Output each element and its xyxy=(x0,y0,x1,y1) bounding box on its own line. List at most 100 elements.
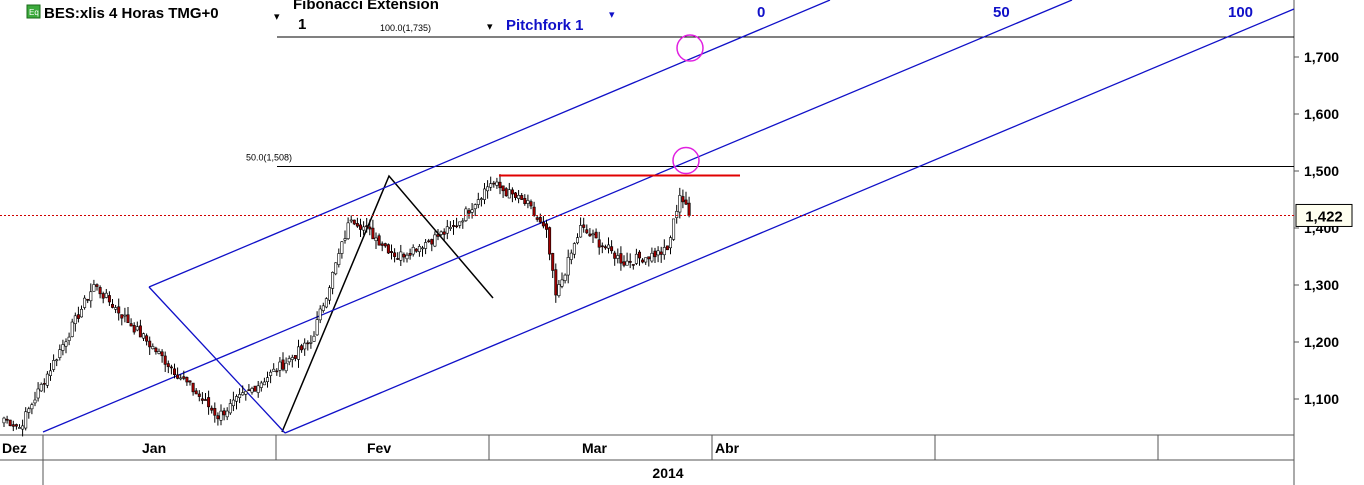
candle-body[interactable] xyxy=(473,204,477,210)
candle-body[interactable] xyxy=(517,195,521,199)
candle-body[interactable] xyxy=(557,284,561,296)
candle-body[interactable] xyxy=(123,314,127,317)
candle-body[interactable] xyxy=(625,260,629,266)
candle-body[interactable] xyxy=(324,298,328,308)
candle-body[interactable] xyxy=(575,237,579,244)
candle-body[interactable] xyxy=(650,252,654,262)
candle-body[interactable] xyxy=(262,381,266,386)
candle-body[interactable] xyxy=(8,419,12,427)
candle-body[interactable] xyxy=(222,410,226,416)
candle-body[interactable] xyxy=(169,366,173,369)
candle-body[interactable] xyxy=(386,244,390,254)
candle-body[interactable] xyxy=(135,326,139,331)
candle-body[interactable] xyxy=(383,243,387,247)
pitchfork-tool-name[interactable]: Pitchfork 1 xyxy=(506,17,584,34)
candle-body[interactable] xyxy=(399,251,403,261)
candle-body[interactable] xyxy=(678,195,682,213)
candle-body[interactable] xyxy=(610,246,614,252)
candle-body[interactable] xyxy=(210,407,214,411)
candle-body[interactable] xyxy=(244,391,248,395)
candle-body[interactable] xyxy=(606,244,610,249)
pitchfork-dropdown-icon[interactable]: ▾ xyxy=(609,9,615,21)
candle-body[interactable] xyxy=(303,342,307,350)
candle-body[interactable] xyxy=(238,394,242,398)
candle-body[interactable] xyxy=(281,359,285,370)
candle-body[interactable] xyxy=(76,314,80,319)
candle-body[interactable] xyxy=(526,200,530,204)
candle-body[interactable] xyxy=(455,225,459,228)
candle-body[interactable] xyxy=(191,382,195,393)
candle-body[interactable] xyxy=(107,295,111,303)
candle-body[interactable] xyxy=(207,397,211,408)
candle-body[interactable] xyxy=(467,210,471,214)
candle-body[interactable] xyxy=(634,253,638,264)
candle-body[interactable] xyxy=(582,224,586,228)
candle-body[interactable] xyxy=(461,220,465,223)
candle-body[interactable] xyxy=(163,355,167,365)
candle-body[interactable] xyxy=(241,392,245,396)
pitchfork-median-line[interactable] xyxy=(42,0,1073,433)
candle-body[interactable] xyxy=(476,199,480,205)
candle-body[interactable] xyxy=(433,234,437,247)
candle-body[interactable] xyxy=(284,362,288,372)
candle-body[interactable] xyxy=(231,399,235,407)
candle-body[interactable] xyxy=(269,371,273,376)
candle-body[interactable] xyxy=(200,398,204,401)
candle-body[interactable] xyxy=(126,314,130,323)
candle-body[interactable] xyxy=(61,344,65,351)
candle-body[interactable] xyxy=(111,303,115,308)
candle-body[interactable] xyxy=(396,258,400,260)
candle-body[interactable] xyxy=(253,385,257,392)
candle-body[interactable] xyxy=(405,254,409,260)
candle-body[interactable] xyxy=(420,247,424,250)
candle-body[interactable] xyxy=(306,342,310,345)
candle-body[interactable] xyxy=(675,211,679,218)
candle-body[interactable] xyxy=(235,396,239,402)
candle-body[interactable] xyxy=(129,323,133,327)
candle-body[interactable] xyxy=(250,388,254,393)
candle-body[interactable] xyxy=(225,410,229,418)
candle-body[interactable] xyxy=(492,182,496,185)
andrews-pitchfork[interactable]: 0 50 100 xyxy=(42,0,1295,434)
candle-body[interactable] xyxy=(560,279,564,287)
candle-body[interactable] xyxy=(510,189,514,195)
candle-body[interactable] xyxy=(684,199,688,205)
candle-body[interactable] xyxy=(520,195,524,200)
candle-body[interactable] xyxy=(296,346,300,360)
candle-body[interactable] xyxy=(278,361,282,371)
candle-body[interactable] xyxy=(315,319,319,336)
candle-body[interactable] xyxy=(132,325,136,333)
candle-body[interactable] xyxy=(585,229,589,234)
candle-body[interactable] xyxy=(331,272,335,289)
candle-body[interactable] xyxy=(451,225,455,227)
candle-body[interactable] xyxy=(613,252,617,259)
candle-body[interactable] xyxy=(86,299,90,301)
candle-body[interactable] xyxy=(293,355,297,359)
candle-body[interactable] xyxy=(464,208,468,221)
candle-body[interactable] xyxy=(414,248,418,252)
candle-body[interactable] xyxy=(197,393,201,397)
candle-body[interactable] xyxy=(628,260,632,263)
candle-body[interactable] xyxy=(411,247,415,255)
candle-body[interactable] xyxy=(114,307,118,310)
candle-body[interactable] xyxy=(290,357,294,360)
candle-body[interactable] xyxy=(228,403,232,414)
candle-body[interactable] xyxy=(83,297,87,308)
candle-body[interactable] xyxy=(554,269,558,296)
candle-body[interactable] xyxy=(247,389,251,391)
fib-tool-value[interactable]: 1 xyxy=(298,16,306,33)
candle-body[interactable] xyxy=(544,223,548,230)
candle-body[interactable] xyxy=(523,198,527,205)
candle-body[interactable] xyxy=(417,246,421,253)
candle-body[interactable] xyxy=(672,218,676,240)
candle-body[interactable] xyxy=(362,226,366,231)
candle-body[interactable] xyxy=(668,237,672,249)
candle-body[interactable] xyxy=(17,427,21,429)
candle-body[interactable] xyxy=(439,231,443,235)
candle-body[interactable] xyxy=(591,233,595,236)
fibonacci-extension-tool[interactable]: 100.0(1,735) 50.0(1,508) xyxy=(246,23,1294,433)
candle-body[interactable] xyxy=(579,225,583,238)
candle-body[interactable] xyxy=(662,247,666,256)
candle-body[interactable] xyxy=(30,404,34,410)
candle-body[interactable] xyxy=(644,257,648,263)
